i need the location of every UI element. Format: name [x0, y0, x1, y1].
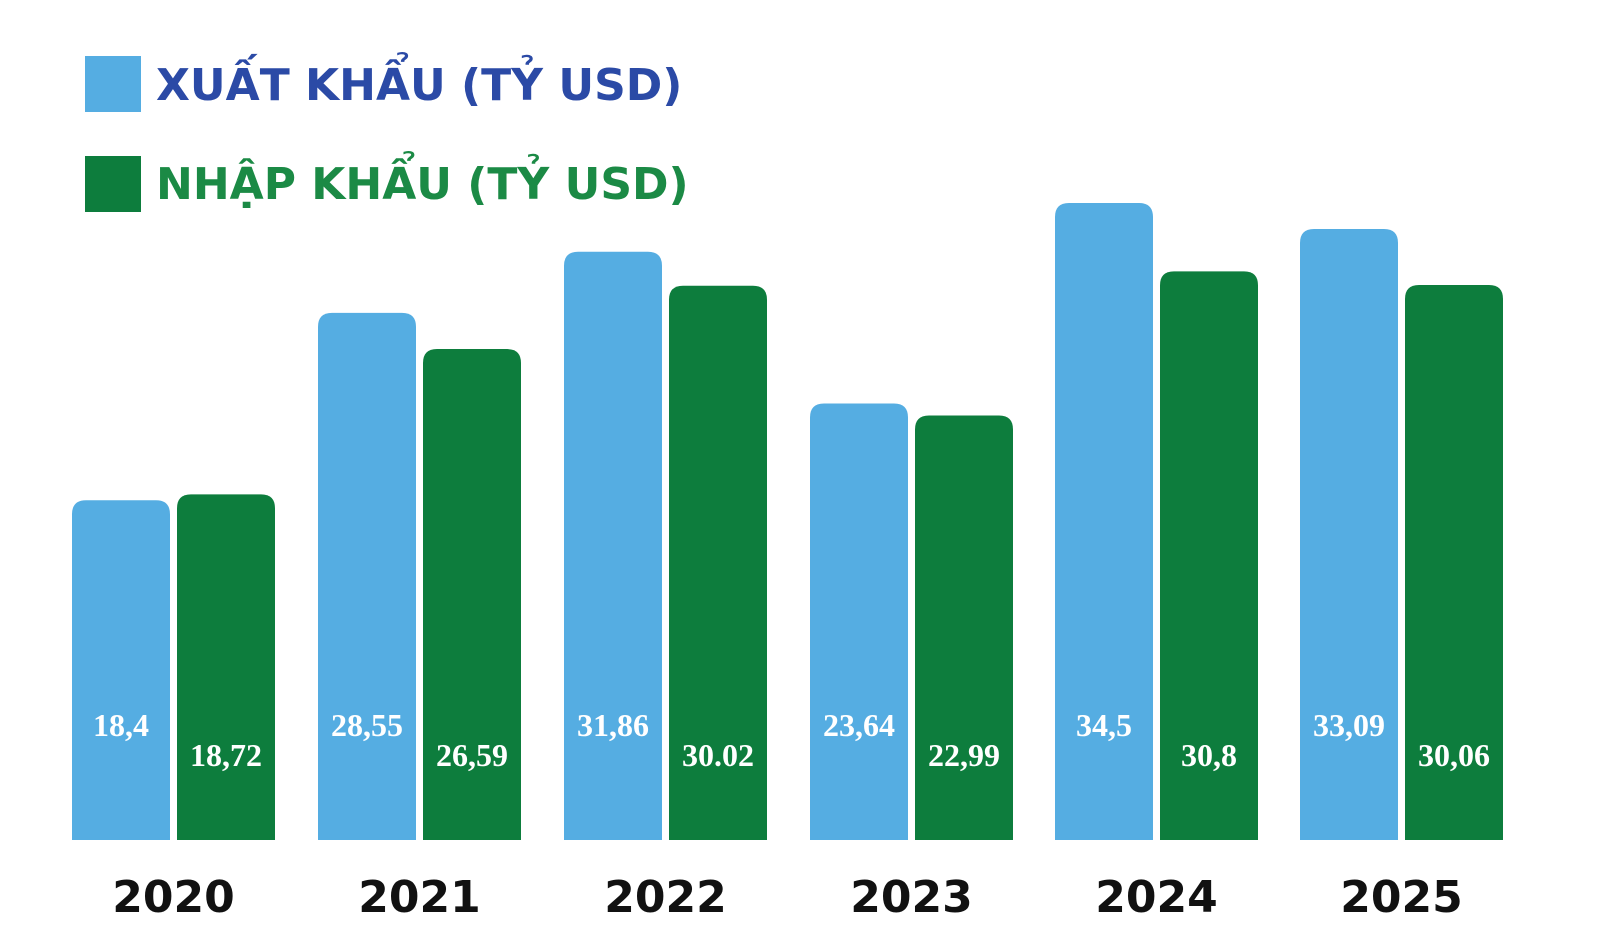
value-label-export-2022: 31,86: [577, 707, 649, 743]
value-label-import-2020: 18,72: [190, 737, 262, 773]
value-label-import-2021: 26,59: [436, 737, 508, 773]
legend: XUẤT KHẨU (TỶ USD) NHẬP KHẨU (TỶ USD): [85, 51, 689, 212]
bar-import-2020: [177, 494, 275, 840]
legend-import-swatch: [85, 156, 141, 212]
value-label-import-2024: 30,8: [1181, 737, 1237, 773]
year-label-2022: 2022: [604, 872, 726, 923]
value-labels: 18,4 18,72 28,55 26,59 31,86 30.02 23,64 22,99 3…: [93, 707, 1490, 773]
value-label-export-2021: 28,55: [331, 707, 403, 743]
bar-export-2025: [1300, 229, 1398, 840]
year-label-2020: 2020: [112, 872, 234, 923]
value-label-import-2025: 30,06: [1418, 737, 1490, 773]
value-label-export-2024: 34,5: [1076, 707, 1132, 743]
bar-export-2021: [318, 312, 416, 841]
bar-export-2023: [810, 403, 908, 840]
value-label-import-2023: 22,99: [928, 737, 1000, 773]
year-label-2023: 2023: [850, 872, 972, 923]
bar-import-2021: [423, 349, 521, 840]
bar-export-2024: [1055, 203, 1153, 840]
value-label-export-2025: 33,09: [1313, 707, 1385, 743]
year-label-2021: 2021: [358, 872, 480, 923]
legend-export-swatch: [85, 56, 141, 112]
bar-import-2024: [1160, 271, 1258, 841]
value-label-import-2022: 30.02: [682, 737, 754, 773]
bar-export-2022: [564, 251, 662, 840]
year-labels: 2020 2021 2022 2023 2024 2025: [112, 872, 1462, 923]
bars: [72, 203, 1503, 841]
bar-import-2025: [1405, 284, 1503, 840]
value-label-export-2023: 23,64: [823, 707, 895, 743]
bar-import-2023: [915, 415, 1013, 840]
value-label-export-2020: 18,4: [93, 707, 149, 743]
legend-import-label: NHẬP KHẨU (TỶ USD): [156, 150, 689, 210]
bar-export-2020: [72, 500, 170, 840]
year-label-2024: 2024: [1095, 872, 1217, 923]
year-label-2025: 2025: [1340, 872, 1462, 923]
legend-export-label: XUẤT KHẨU (TỶ USD): [156, 51, 682, 111]
bar-import-2022: [669, 285, 767, 841]
